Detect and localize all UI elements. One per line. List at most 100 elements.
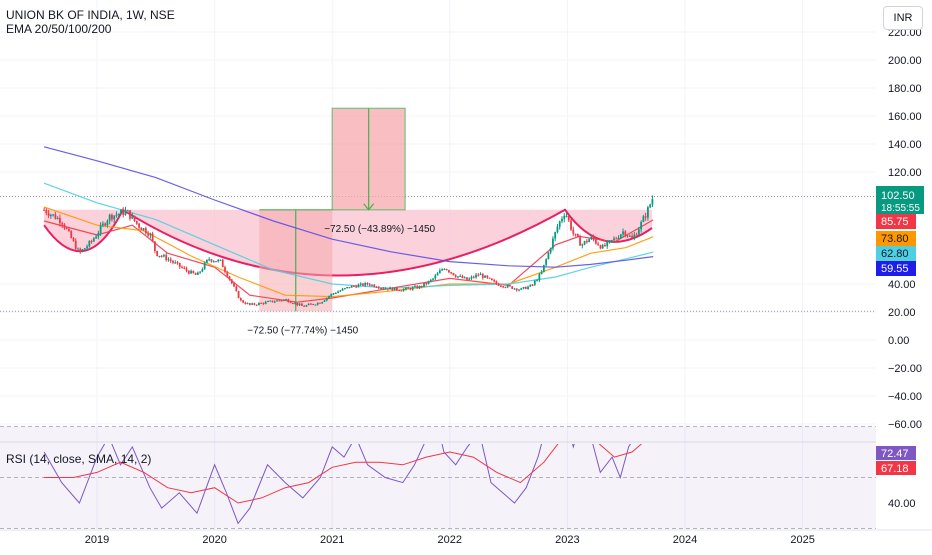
measure-target: −72.50 (−43.89%) −1450 <box>324 107 436 235</box>
candle-body <box>563 215 566 219</box>
candle-body <box>472 276 475 278</box>
candle-body <box>61 223 64 225</box>
candle-body <box>160 255 163 257</box>
candle-body <box>414 286 416 288</box>
time-tick-label: 2020 <box>202 534 226 546</box>
candle-body <box>88 241 91 247</box>
time-tick-label: 2023 <box>555 534 579 546</box>
candle-body <box>192 270 195 274</box>
candle-body <box>115 214 118 216</box>
candle-body <box>490 278 493 281</box>
candle-body <box>518 289 520 291</box>
candle-body <box>438 270 441 274</box>
candle-body <box>640 221 643 230</box>
currency-button[interactable]: INR <box>883 6 923 30</box>
candle-body <box>172 261 174 263</box>
candle-body <box>405 287 407 290</box>
candle-body <box>513 288 516 290</box>
candle-body <box>65 228 68 230</box>
price-tick-label: 40.00 <box>888 279 916 291</box>
time-tick-label: 2025 <box>790 534 814 546</box>
candle-body <box>590 236 593 240</box>
candle-body <box>280 300 283 302</box>
candle-body <box>219 259 222 261</box>
candle-body <box>576 234 579 237</box>
time-tick-label: 2019 <box>85 534 109 546</box>
candle-body <box>325 297 328 301</box>
candle-body <box>341 288 344 291</box>
candle-body <box>330 293 333 297</box>
candle-body <box>122 209 125 215</box>
ema-line-3 <box>43 182 654 289</box>
candle-body <box>511 286 514 289</box>
measure-drop: −72.50 (−77.74%) −1450 <box>247 209 359 336</box>
candle-body <box>244 302 247 304</box>
candle-body <box>251 303 254 305</box>
candle-body <box>441 269 444 271</box>
candle-body <box>339 290 342 292</box>
candle-body <box>452 273 455 276</box>
ema-price-value: 73.80 <box>881 233 909 245</box>
candle-body <box>506 285 509 288</box>
ema-legend: EMA 20/50/100/200 <box>6 22 112 36</box>
last-price-value: 102.50 <box>881 190 915 202</box>
measure-label: −72.50 (−77.74%) −1450 <box>247 325 358 336</box>
rsi-value-box <box>876 446 916 460</box>
candle-body <box>140 227 143 230</box>
candle-body <box>185 268 188 271</box>
candle-body <box>92 238 95 242</box>
candle-body <box>72 238 75 241</box>
candle-body <box>488 277 491 279</box>
candle-body <box>47 213 50 216</box>
candle-body <box>158 255 161 257</box>
candle-body <box>574 233 577 235</box>
candle-body <box>443 269 446 271</box>
candle-body <box>267 301 269 303</box>
time-tick-label: 2021 <box>320 534 344 546</box>
candle-body <box>529 284 532 287</box>
candle-body <box>502 286 505 288</box>
candle-body <box>328 296 330 298</box>
candle-body <box>454 275 457 278</box>
candle-body <box>377 287 380 289</box>
candle-body <box>536 280 538 282</box>
candle-body <box>276 300 278 302</box>
candle-body <box>196 272 199 275</box>
candle-body <box>371 284 373 286</box>
candle-body <box>622 231 624 235</box>
candle-body <box>493 280 496 282</box>
candle-body <box>149 233 152 236</box>
candle-body <box>375 286 378 288</box>
candle-body <box>565 215 568 217</box>
candle-body <box>429 279 432 282</box>
candle-body <box>273 301 276 303</box>
last-price-box <box>876 186 924 214</box>
candle-body <box>183 267 186 269</box>
candle-body <box>624 231 627 236</box>
candle-body <box>579 236 581 246</box>
candle-body <box>398 289 401 291</box>
candles <box>43 195 654 307</box>
candle-body <box>475 274 477 278</box>
candle-body <box>522 287 525 289</box>
measure-label: −72.50 (−43.89%) −1450 <box>324 224 435 235</box>
candle-body <box>54 214 57 219</box>
rsi-tick-label: 40.00 <box>888 498 916 510</box>
candle-body <box>201 269 204 272</box>
candle-body <box>68 228 70 232</box>
candle-body <box>79 248 82 252</box>
candle-body <box>206 259 208 263</box>
candle-body <box>43 209 45 211</box>
candle-body <box>434 275 437 279</box>
candle-body <box>221 259 224 268</box>
candle-body <box>163 255 165 257</box>
rsi-ma-line <box>44 444 643 504</box>
candle-body <box>355 286 358 288</box>
candle-body <box>233 283 235 287</box>
candle-body <box>447 270 450 273</box>
candle-body <box>59 217 61 224</box>
price-tick-label: 140.00 <box>888 139 922 151</box>
candle-body <box>296 302 299 306</box>
